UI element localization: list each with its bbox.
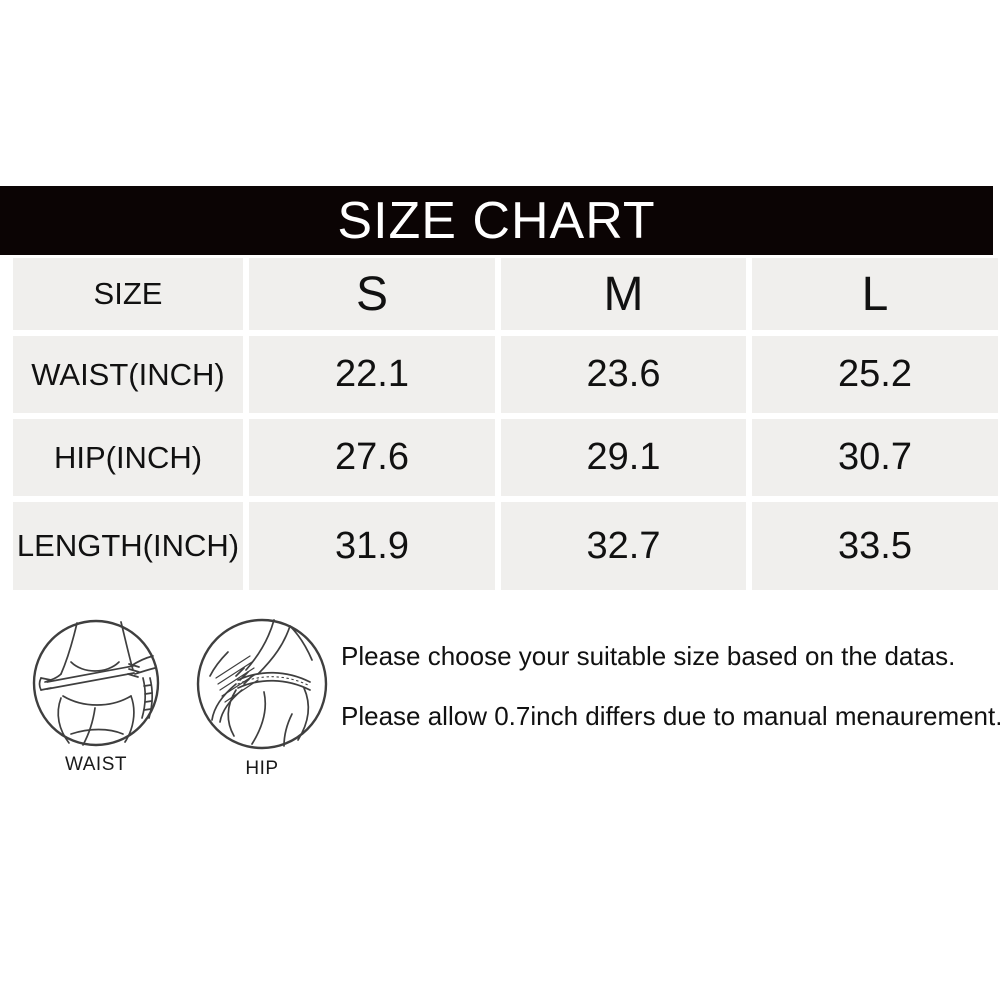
note-measure-tolerance: Please allow 0.7inch differs due to manu…	[341, 701, 1000, 731]
waist-icon-label: WAIST	[65, 754, 127, 775]
table-header-s: S	[249, 258, 495, 330]
cell-hip-s: 27.6	[249, 419, 495, 496]
cell-hip-m: 29.1	[501, 419, 746, 496]
cell-hip-l: 30.7	[752, 419, 998, 496]
note-choose-size: Please choose your suitable size based o…	[341, 641, 956, 671]
waist-measurement-icon	[32, 619, 160, 747]
row-label-waist: WAIST(INCH)	[13, 336, 243, 413]
hip-measurement-icon	[196, 618, 328, 750]
table-header-l: L	[752, 258, 998, 330]
row-label-length: LENGTH(INCH)	[13, 502, 243, 590]
cell-waist-m: 23.6	[501, 336, 746, 413]
row-label-hip: HIP(INCH)	[13, 419, 243, 496]
table-header-m: M	[501, 258, 746, 330]
cell-length-s: 31.9	[249, 502, 495, 590]
hip-measurement-figure: HIP	[194, 616, 330, 780]
cell-length-m: 32.7	[501, 502, 746, 590]
table-header-size: SIZE	[13, 258, 243, 330]
hip-icon-label: HIP	[245, 758, 279, 779]
cell-length-l: 33.5	[752, 502, 998, 590]
size-table: SIZE S M L WAIST(INCH) 22.1 23.6 25.2 HI…	[13, 258, 998, 590]
waist-measurement-figure: WAIST	[31, 618, 161, 776]
size-chart-title: SIZE CHART	[337, 191, 656, 250]
size-notes: Please choose your suitable size based o…	[341, 642, 1000, 762]
cell-waist-s: 22.1	[249, 336, 495, 413]
cell-waist-l: 25.2	[752, 336, 998, 413]
size-chart-banner: SIZE CHART	[0, 186, 993, 255]
